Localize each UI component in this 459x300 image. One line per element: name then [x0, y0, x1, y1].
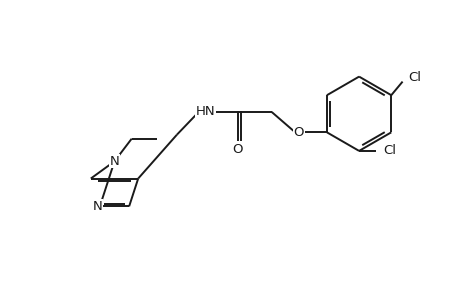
Text: N: N: [93, 200, 102, 213]
Text: HN: HN: [195, 105, 214, 119]
Text: O: O: [293, 126, 303, 139]
Text: Cl: Cl: [408, 71, 420, 85]
Text: Cl: Cl: [382, 144, 395, 158]
Text: N: N: [109, 155, 119, 168]
Text: O: O: [232, 142, 242, 156]
